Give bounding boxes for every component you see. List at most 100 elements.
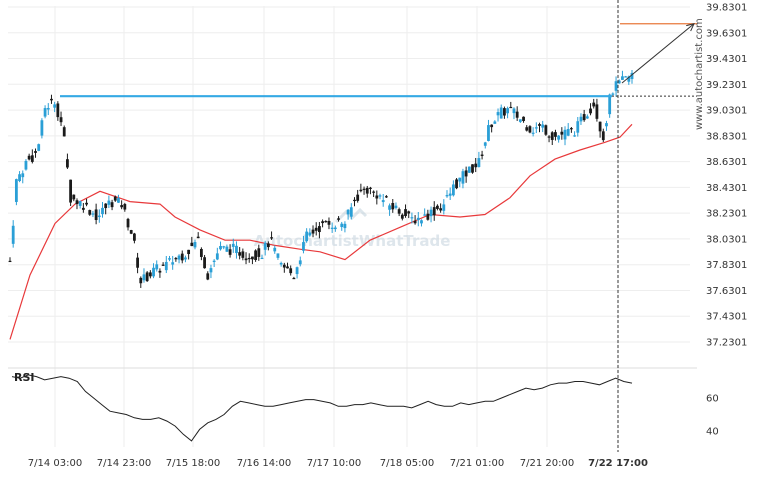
candle — [365, 185, 369, 198]
price-tick-label: 37.8301 — [706, 260, 747, 271]
candle — [155, 260, 159, 272]
candle — [257, 244, 261, 261]
candle — [209, 264, 213, 279]
candle — [222, 245, 226, 250]
candle — [496, 108, 500, 122]
candle — [349, 203, 353, 220]
candle — [439, 203, 443, 213]
candle — [518, 119, 522, 123]
candle — [343, 221, 347, 233]
candle — [59, 111, 63, 126]
watermark-text: AutochartistWhatTrade — [254, 232, 451, 250]
candle — [330, 222, 334, 233]
candle — [40, 118, 44, 139]
candle — [467, 166, 471, 173]
candle — [196, 232, 200, 239]
rsi-tick-label: 60 — [706, 394, 719, 405]
candle — [270, 231, 273, 240]
candle — [314, 222, 318, 236]
price-tick-label: 37.2301 — [706, 338, 747, 349]
candle — [193, 239, 197, 250]
candle — [381, 194, 385, 207]
candle — [168, 255, 171, 262]
candle — [503, 106, 506, 119]
candle — [589, 103, 592, 116]
candle — [37, 143, 41, 152]
candle — [18, 171, 21, 183]
price-tick-label: 39.4301 — [706, 54, 747, 65]
candle — [585, 114, 589, 119]
candle — [62, 125, 66, 137]
candle — [199, 247, 203, 261]
candle — [340, 221, 344, 231]
candle — [474, 157, 478, 173]
candle — [126, 217, 130, 231]
candle — [292, 276, 296, 280]
candle — [324, 220, 328, 223]
candle — [69, 179, 73, 207]
candle — [429, 206, 433, 223]
candle — [241, 248, 245, 261]
candle — [448, 187, 452, 201]
candle — [534, 122, 538, 134]
candle — [423, 208, 427, 216]
candle — [420, 219, 423, 227]
candle — [174, 257, 178, 262]
candle — [394, 202, 398, 210]
candle — [378, 193, 382, 200]
candle — [432, 201, 436, 221]
candle — [579, 113, 583, 125]
candle — [302, 235, 305, 254]
price-tick-label: 38.6301 — [706, 157, 747, 168]
candle — [318, 221, 321, 239]
candle — [78, 200, 82, 209]
candle — [582, 109, 586, 122]
candle — [308, 228, 312, 237]
candle — [455, 178, 458, 190]
candle — [544, 124, 548, 136]
price-tick-label: 38.8301 — [706, 131, 747, 142]
candle — [614, 76, 618, 97]
candle — [493, 120, 497, 124]
candle — [621, 70, 624, 80]
candle — [219, 241, 222, 251]
candle — [238, 247, 242, 260]
candle — [487, 119, 490, 142]
candle — [436, 204, 439, 211]
candle — [550, 131, 554, 146]
candle — [129, 229, 133, 235]
candle — [289, 265, 293, 276]
candle — [372, 190, 376, 198]
candle — [445, 190, 449, 198]
time-tick-label: 7/14 03:00 — [28, 458, 82, 469]
candles — [8, 70, 634, 288]
candle — [560, 127, 564, 140]
time-axis: 7/14 03:00 7/14 23:00 7/15 18:00 7/16 14:00… — [28, 458, 648, 469]
candle — [94, 203, 98, 225]
candle — [327, 217, 331, 230]
candle — [34, 148, 37, 158]
time-tick-label: 7/18 05:00 — [380, 458, 434, 469]
rsi-label: RSI — [14, 371, 35, 384]
rsi-line — [11, 374, 633, 442]
candle — [225, 244, 229, 252]
candle — [21, 170, 25, 184]
candle — [254, 249, 258, 262]
candle — [161, 262, 165, 267]
candle — [477, 151, 481, 168]
levels — [60, 0, 697, 452]
candle — [295, 266, 299, 279]
candle — [337, 216, 340, 222]
price-tick-label: 38.4301 — [706, 183, 747, 194]
candle — [46, 103, 50, 116]
candle — [123, 202, 127, 212]
moving-average — [9, 123, 633, 340]
candle — [215, 247, 219, 261]
candle — [471, 164, 474, 174]
candle — [104, 203, 108, 215]
candle — [171, 255, 175, 270]
price-tick-label: 39.8301 — [706, 3, 747, 14]
rsi-panel: RSI 60 40 — [11, 371, 719, 442]
candle — [305, 228, 309, 243]
candle — [458, 177, 462, 188]
